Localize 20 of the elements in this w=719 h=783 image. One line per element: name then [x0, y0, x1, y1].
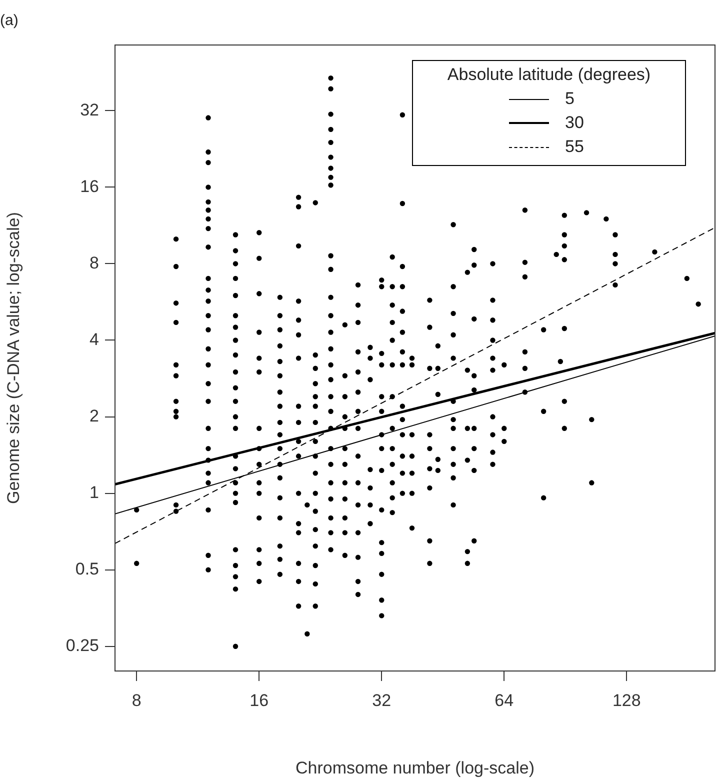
legend-label: 30 [565, 113, 584, 133]
legend-label: 5 [565, 89, 574, 109]
legend-label: 55 [565, 137, 584, 157]
y-tick-label: 2 [90, 406, 99, 426]
x-tick-label: 64 [494, 690, 514, 710]
y-tick-label: 4 [90, 330, 99, 349]
y-tick-label: 16 [80, 176, 99, 196]
x-tick-label: 16 [250, 690, 269, 710]
y-tick-label: 0.25 [66, 636, 99, 656]
y-tick-label: 8 [90, 253, 99, 272]
y-axis-title: Genome size (C-DNA value; log-scale) [4, 212, 23, 504]
chart-title: (a) [0, 12, 18, 30]
y-tick-label: 32 [80, 100, 99, 120]
y-tick-label: 1 [90, 482, 99, 502]
legend-title: Absolute latitude (degrees) [446, 65, 652, 85]
x-tick-label: 128 [612, 690, 641, 710]
x-tick-label: 8 [132, 690, 142, 710]
y-tick-label: 0.5 [75, 560, 99, 579]
x-axis-title: Chromsome number (log-scale) [295, 758, 535, 778]
x-tick-label: 32 [372, 690, 392, 710]
